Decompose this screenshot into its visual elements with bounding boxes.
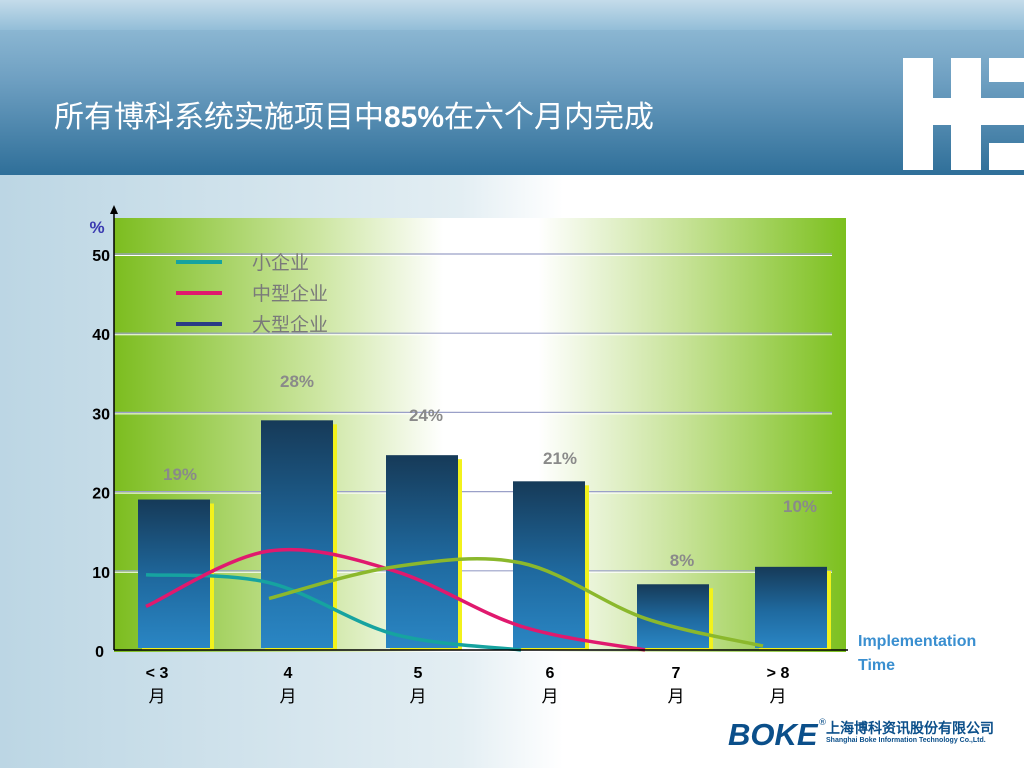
registered-mark: ® <box>818 718 826 728</box>
y-axis-arrow <box>110 205 118 214</box>
title-part1: 所有博科系统实施项目中 <box>54 100 384 135</box>
x-tick-1: 4 <box>284 665 293 682</box>
logo-mark-text: BOKE <box>728 717 819 750</box>
y-tick-50: 50 <box>92 248 110 265</box>
legend-label-1: 中型企业 <box>252 283 328 305</box>
bar-5 <box>755 566 827 648</box>
title-part2: 在六个月内完成 <box>444 100 655 135</box>
x-axis-title: Implementation Time <box>858 633 977 674</box>
data-label-3: 21% <box>543 449 577 468</box>
data-label-4: 8% <box>670 551 695 570</box>
data-label-0: 19% <box>163 465 197 484</box>
legend-label-2: 大型企业 <box>252 314 328 336</box>
x-tick-unit-3: 月 <box>542 687 559 707</box>
boke-logo: BOKE ® <box>728 717 826 750</box>
x-tick-unit-0: 月 <box>149 687 166 707</box>
curve-0 <box>145 573 522 652</box>
x-tick-unit-4: 月 <box>668 687 685 707</box>
company-name-cn: 上海博科资讯股份有限公司 <box>826 721 994 737</box>
data-label-5: 10% <box>783 497 817 516</box>
y-axis-label: % <box>89 218 104 237</box>
plot-area <box>114 218 846 652</box>
x-tick-2: 5 <box>414 665 423 682</box>
y-tick-0: 0 <box>95 644 104 661</box>
x-tick-unit-1: 月 <box>280 687 297 707</box>
legend-label-0: 小企业 <box>252 252 309 274</box>
data-label-1: 28% <box>280 372 314 391</box>
bar-2 <box>386 455 458 648</box>
bar-4 <box>637 584 709 648</box>
x-tick-5: > 8 <box>767 665 790 682</box>
header-decoration <box>903 58 1024 170</box>
title-bold: 85% <box>384 101 445 134</box>
curve-1 <box>145 547 646 652</box>
x-tick-0: < 3 <box>146 665 169 682</box>
slide-title: 所有博科系统实施项目中85%在六个月内完成 <box>54 92 654 136</box>
x-tick-unit-2: 月 <box>410 687 427 707</box>
y-tick-20: 20 <box>92 486 110 503</box>
header-band <box>0 0 1024 30</box>
company-name-en: Shanghai Boke Information Technology Co.… <box>826 737 986 744</box>
x-tick-3: 6 <box>546 665 555 682</box>
data-label-2: 24% <box>409 406 443 425</box>
x-tick-unit-5: 月 <box>770 687 787 707</box>
bar-1 <box>261 420 333 648</box>
x-tick-4: 7 <box>672 665 681 682</box>
curve-2 <box>268 557 764 648</box>
slide-header <box>0 0 1024 175</box>
y-tick-40: 40 <box>92 327 110 344</box>
y-tick-30: 30 <box>92 406 110 423</box>
y-tick-10: 10 <box>92 565 110 582</box>
